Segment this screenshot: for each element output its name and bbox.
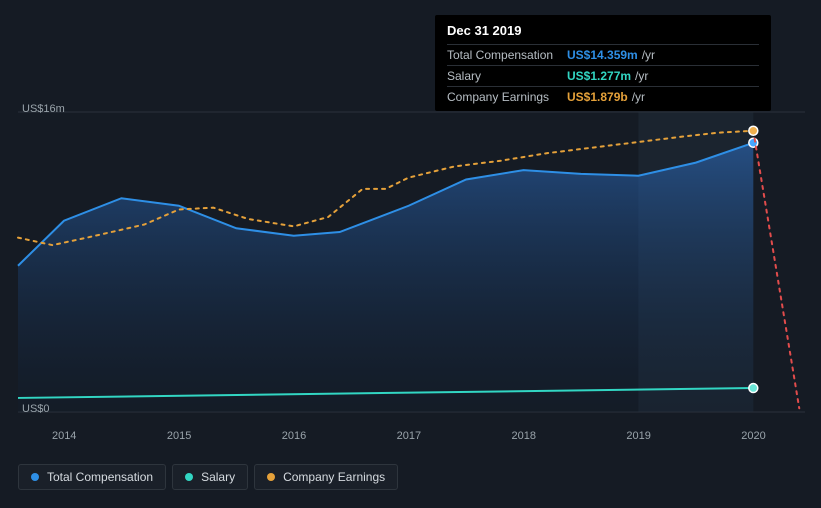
legend-label: Total Compensation: [47, 470, 153, 484]
tooltip-row-earnings: Company Earnings US$1.879b /yr: [447, 86, 759, 107]
legend-item-total-compensation[interactable]: Total Compensation: [18, 464, 166, 490]
tooltip-row-value: US$1.879b: [567, 90, 628, 104]
legend-dot-icon: [185, 473, 193, 481]
y-axis-bottom-label: US$0: [22, 403, 50, 415]
x-axis-tick-label: 2018: [512, 430, 536, 442]
x-axis-tick-label: 2017: [397, 430, 421, 442]
x-axis-tick-label: 2014: [52, 430, 76, 442]
tooltip-row-value: US$14.359m: [567, 48, 638, 62]
tooltip-row-label: Salary: [447, 69, 567, 83]
legend-label: Salary: [201, 470, 235, 484]
tooltip-row-total-comp: Total Compensation US$14.359m /yr: [447, 44, 759, 65]
legend-dot-icon: [267, 473, 275, 481]
x-axis-tick-label: 2015: [167, 430, 191, 442]
compensation-chart: US$16m US$0 2014 2015 2016 2017 2018 2019 2020…: [0, 0, 821, 508]
x-axis-tick-label: 2016: [282, 430, 306, 442]
x-axis-tick-label: 2020: [741, 430, 765, 442]
x-axis-tick-label: 2019: [626, 430, 650, 442]
legend-item-company-earnings[interactable]: Company Earnings: [254, 464, 398, 490]
tooltip-row-unit: /yr: [642, 48, 655, 62]
tooltip-row-label: Total Compensation: [447, 48, 567, 62]
chart-legend: Total Compensation Salary Company Earnin…: [18, 464, 398, 490]
chart-tooltip: Dec 31 2019 Total Compensation US$14.359…: [435, 15, 771, 111]
tooltip-row-salary: Salary US$1.277m /yr: [447, 65, 759, 86]
y-axis-top-label: US$16m: [22, 103, 65, 115]
tooltip-row-value: US$1.277m: [567, 69, 631, 83]
tooltip-row-unit: /yr: [635, 69, 648, 83]
tooltip-row-label: Company Earnings: [447, 90, 567, 104]
legend-dot-icon: [31, 473, 39, 481]
legend-item-salary[interactable]: Salary: [172, 464, 248, 490]
tooltip-row-unit: /yr: [632, 90, 645, 104]
legend-label: Company Earnings: [283, 470, 385, 484]
tooltip-date: Dec 31 2019: [447, 23, 759, 38]
